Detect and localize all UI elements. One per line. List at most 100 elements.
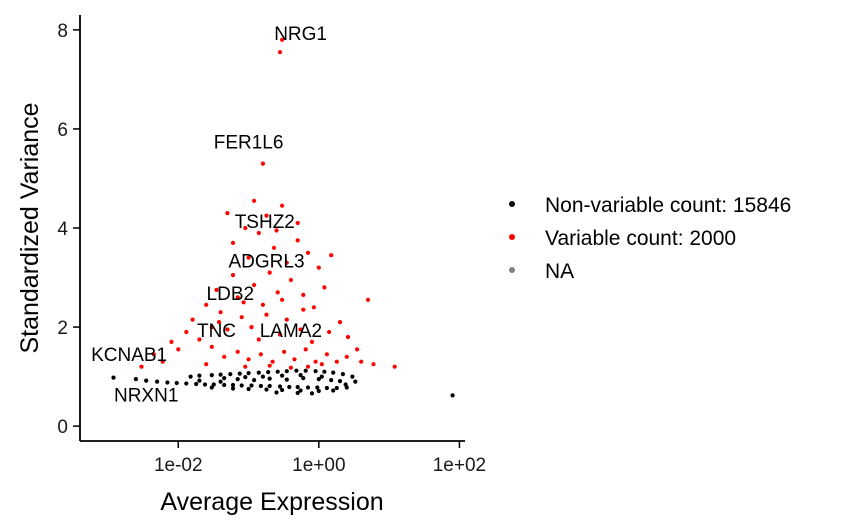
data-point xyxy=(329,378,334,383)
data-point xyxy=(450,393,455,398)
data-point xyxy=(350,374,355,379)
legend: Non-variable count: 15846 Variable count:… xyxy=(509,194,791,283)
data-point xyxy=(324,352,329,357)
gene-label-lama2: LAMA2 xyxy=(260,321,322,342)
data-point xyxy=(252,282,257,288)
data-point xyxy=(319,362,324,367)
y-tick-label: 6 xyxy=(57,120,68,141)
data-point xyxy=(155,379,160,384)
data-point xyxy=(165,380,170,385)
data-point xyxy=(209,344,214,349)
data-point xyxy=(295,238,300,243)
data-point xyxy=(344,354,349,359)
data-point xyxy=(340,372,345,377)
data-point xyxy=(292,357,297,362)
data-point xyxy=(311,305,316,310)
gene-label-nrg1: NRG1 xyxy=(274,24,327,45)
data-point xyxy=(303,347,308,352)
data-point xyxy=(218,372,223,377)
data-point xyxy=(284,369,289,374)
legend-entry-label: Non-variable count: 15846 xyxy=(545,194,791,217)
data-point xyxy=(280,387,285,393)
data-point xyxy=(256,230,261,236)
data-point xyxy=(209,325,214,330)
y-tick-label: 0 xyxy=(57,417,68,438)
gene-label-nrxn1: NRXN1 xyxy=(114,385,178,406)
data-point xyxy=(243,225,248,231)
data-point xyxy=(277,50,283,55)
data-point xyxy=(243,375,248,380)
data-point xyxy=(258,352,263,357)
data-point xyxy=(298,373,303,378)
data-point xyxy=(174,380,179,386)
data-point xyxy=(214,287,219,292)
data-point xyxy=(218,310,223,315)
data-point xyxy=(305,250,311,255)
data-point xyxy=(264,387,269,392)
data-point xyxy=(230,386,236,391)
data-point xyxy=(280,297,285,302)
data-point xyxy=(209,373,214,378)
x-axis-title: Average Expression xyxy=(160,488,383,516)
data-point xyxy=(315,385,320,390)
data-point xyxy=(327,329,332,335)
data-point xyxy=(230,273,236,278)
data-point xyxy=(256,337,261,342)
data-point xyxy=(288,365,293,370)
data-point xyxy=(241,300,246,305)
data-point xyxy=(316,377,321,382)
data-point xyxy=(264,312,269,317)
data-point xyxy=(216,320,222,325)
legend-key-marker xyxy=(509,201,515,207)
data-point xyxy=(235,295,240,300)
data-point xyxy=(252,198,257,203)
data-point xyxy=(266,370,271,375)
data-point xyxy=(230,382,236,388)
data-point xyxy=(267,376,272,381)
data-point xyxy=(345,334,351,340)
data-point xyxy=(222,376,227,381)
data-point xyxy=(151,352,156,357)
data-point xyxy=(337,320,343,325)
data-point xyxy=(359,359,364,364)
data-point xyxy=(331,370,336,375)
data-point xyxy=(246,386,251,392)
data-point xyxy=(258,383,263,389)
data-point xyxy=(334,359,339,364)
data-point xyxy=(194,381,199,387)
x-tick-label: 1e-02 xyxy=(154,455,203,476)
data-point xyxy=(329,253,334,258)
y-tick-label: 2 xyxy=(57,318,68,339)
data-point xyxy=(260,302,265,307)
points-layer xyxy=(111,37,455,398)
data-point xyxy=(176,347,181,352)
data-point xyxy=(331,388,336,393)
data-point xyxy=(295,220,300,226)
data-point xyxy=(284,317,289,322)
data-point xyxy=(274,390,279,395)
data-point xyxy=(246,357,251,362)
data-point xyxy=(284,377,289,382)
data-point xyxy=(197,337,202,342)
y-tick-label: 8 xyxy=(57,21,68,42)
data-point xyxy=(144,378,149,383)
data-point xyxy=(188,374,193,379)
data-point xyxy=(204,362,209,367)
data-point xyxy=(160,359,165,364)
data-point xyxy=(295,390,300,396)
data-point xyxy=(280,37,285,42)
data-point xyxy=(305,385,311,390)
data-point xyxy=(392,364,397,369)
data-point xyxy=(237,371,242,376)
data-point xyxy=(239,383,244,388)
legend-entry-label: Variable count: 2000 xyxy=(545,227,736,250)
data-point xyxy=(252,378,257,383)
data-point xyxy=(294,368,299,373)
data-point xyxy=(309,339,315,344)
data-point xyxy=(249,383,254,388)
data-point xyxy=(202,382,208,387)
data-point xyxy=(243,364,248,369)
data-point xyxy=(228,372,233,377)
gene-label-tshz2: TSHZ2 xyxy=(235,212,295,233)
data-point xyxy=(260,374,265,379)
